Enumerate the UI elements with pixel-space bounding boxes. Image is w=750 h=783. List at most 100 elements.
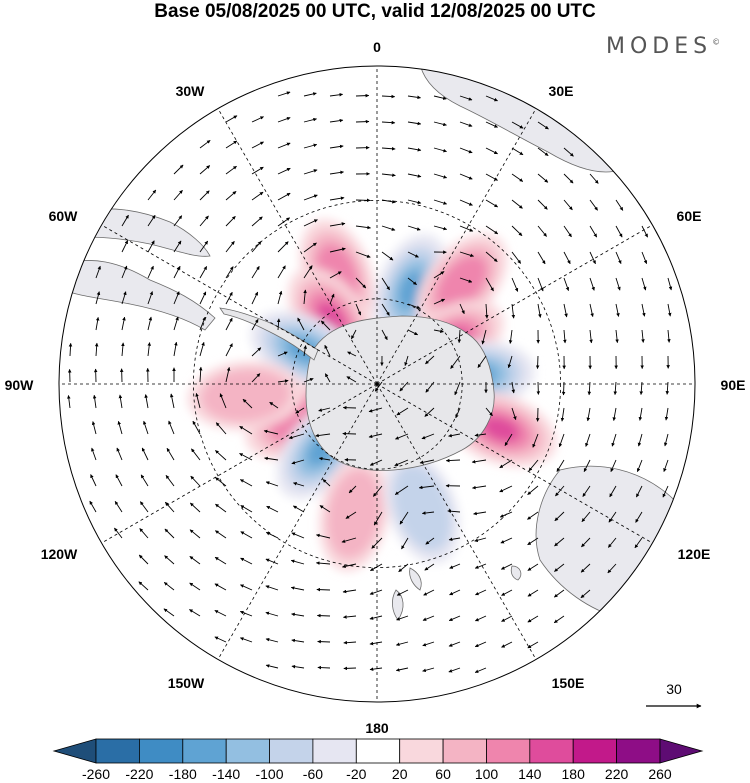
wind-arrow (399, 381, 409, 392)
wind-arrow (277, 91, 291, 97)
wind-arrow (329, 144, 344, 149)
wind-arrow (504, 433, 513, 447)
wind-arrow (346, 376, 357, 383)
wind-arrow (94, 342, 99, 357)
wind-arrow (585, 433, 591, 447)
wind-arrow (527, 511, 539, 520)
wind-arrow (225, 266, 234, 279)
wind-arrow (455, 407, 461, 419)
wind-arrow (454, 381, 461, 396)
wind-arrow (527, 589, 539, 597)
wind-arrow (90, 474, 97, 487)
wind-arrow (215, 422, 227, 435)
wind-arrow (425, 381, 435, 393)
wind-arrow (143, 420, 149, 435)
wind-arrow (118, 394, 123, 409)
wind-arrow (277, 351, 288, 357)
wind-arrow (225, 190, 237, 201)
wind-arrow (317, 639, 331, 644)
wind-arrow (318, 407, 331, 412)
wind-arrow (199, 139, 211, 149)
wind-arrow (407, 251, 419, 258)
meridian-line (101, 383, 378, 544)
wind-arrow (449, 589, 461, 596)
wind-arrow (485, 121, 498, 128)
wind-arrow (351, 329, 357, 340)
wind-arrow (471, 459, 487, 464)
wind-arrow (535, 355, 540, 369)
wind-arrow (589, 251, 596, 265)
wind-arrow (199, 165, 211, 175)
wind-arrow (511, 121, 524, 129)
lon-label-90w: 90W (5, 377, 35, 393)
wind-arrow (355, 119, 370, 124)
wind-arrow (239, 610, 253, 617)
wind-arrow (251, 241, 262, 253)
wind-arrow (421, 511, 435, 515)
colorbar-swatch (486, 738, 531, 764)
reference-vector-label: 30 (666, 681, 682, 697)
anomaly-contour (436, 255, 488, 311)
lon-label-90e: 90E (721, 377, 746, 393)
wind-arrow (329, 196, 345, 201)
wind-arrow (537, 121, 549, 130)
anomaly-contour (200, 368, 291, 423)
wind-arrow (163, 608, 175, 617)
wind-arrow (474, 433, 487, 437)
wind-arrow (318, 456, 331, 461)
wind-arrow (303, 345, 307, 357)
wind-arrow (407, 329, 419, 336)
lon-label-180: 180 (365, 720, 389, 736)
colorbar-tick-label: 180 (562, 766, 586, 782)
wind-arrow (583, 459, 591, 473)
wind-arrow (291, 532, 305, 539)
wind-arrow (297, 317, 305, 331)
wind-arrow (424, 563, 435, 571)
colorbar-tick-label: 260 (648, 766, 672, 782)
wind-arrow (292, 505, 305, 513)
wind-arrow (329, 170, 344, 175)
wind-arrow (511, 303, 516, 319)
wind-arrow (474, 537, 487, 542)
wind-arrow (189, 529, 201, 539)
wind-arrow (423, 589, 435, 596)
wind-arrow (189, 556, 201, 565)
wind-arrow (147, 240, 155, 253)
wind-arrow (329, 293, 335, 305)
wind-arrow (615, 329, 619, 344)
wind-arrow (407, 147, 422, 152)
wind-arrow (381, 120, 396, 125)
wind-arrow (265, 481, 279, 487)
wind-arrow (563, 303, 568, 318)
wind-arrow (251, 116, 264, 123)
wind-arrow (251, 373, 261, 383)
chart-title: Base 05/08/2025 00 UTC, valid 12/08/2025… (154, 1, 596, 22)
wind-arrow (459, 121, 473, 127)
wind-arrow (121, 342, 125, 357)
wind-arrow (528, 459, 539, 472)
wind-vectors (67, 91, 673, 673)
wind-arrow (215, 450, 227, 461)
wind-arrow (291, 459, 305, 465)
wind-arrow (199, 341, 205, 357)
wind-arrow (147, 291, 154, 305)
wind-arrow (173, 164, 184, 175)
wind-arrow (555, 485, 565, 497)
wind-arrow (581, 511, 591, 522)
wind-arrow (303, 143, 318, 149)
wind-arrow (381, 173, 396, 177)
wind-arrow (341, 537, 357, 543)
latitude-circle (192, 199, 562, 569)
wind-arrow (580, 563, 591, 573)
wind-arrow (433, 147, 447, 153)
wind-arrow (215, 477, 227, 487)
wind-arrow (239, 425, 253, 435)
wind-arrow (563, 225, 572, 238)
wind-arrow (303, 117, 317, 123)
wind-arrow (667, 277, 673, 291)
wind-arrow (422, 641, 435, 647)
colorbar-tick-label: 60 (435, 766, 451, 782)
wind-arrow (527, 641, 539, 649)
wind-arrow (607, 563, 617, 574)
wind-arrow (189, 609, 201, 617)
